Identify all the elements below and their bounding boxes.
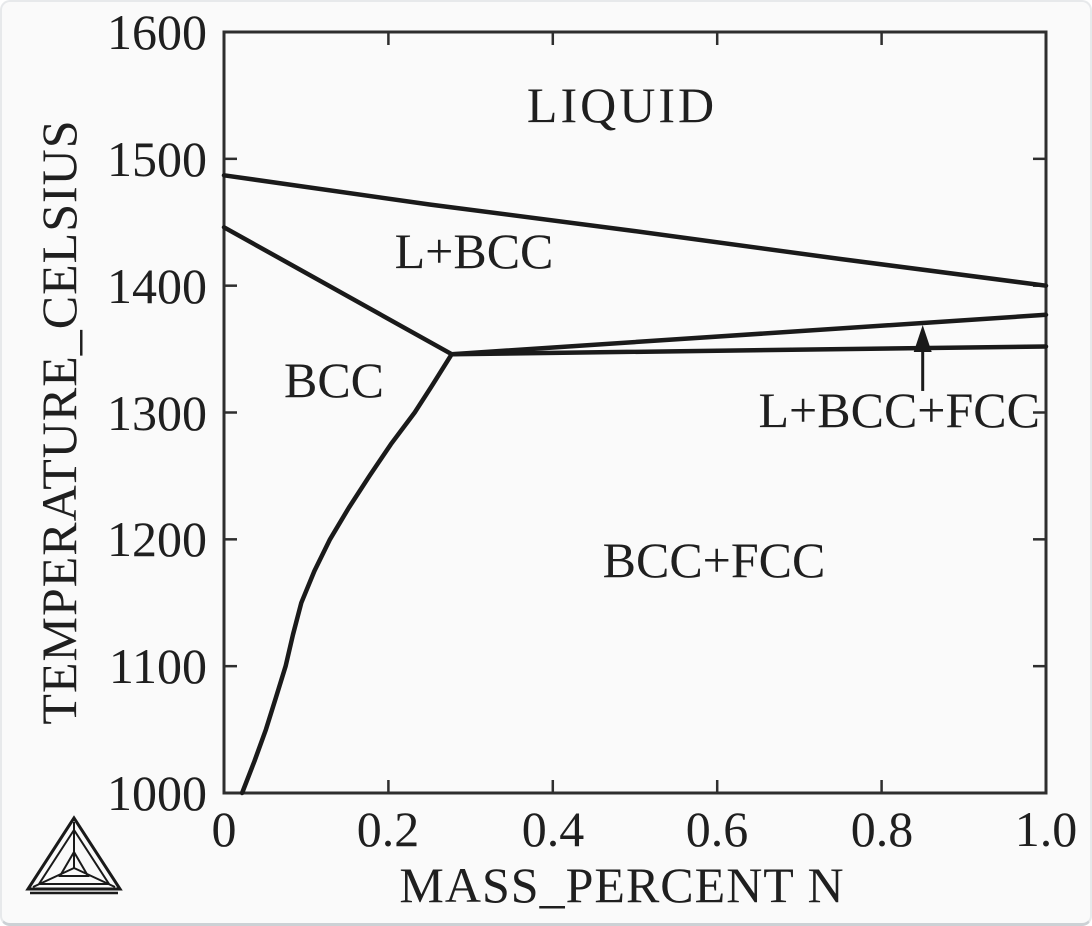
boundary-bcc-solidus	[221, 225, 454, 357]
thermocalc-logo-icon	[25, 815, 123, 895]
x-axis-title: MASS_PERCENT N	[399, 857, 845, 913]
region-label-bcc: BCC	[283, 352, 385, 408]
boundary-bcc-fcc-solvus	[239, 351, 454, 796]
x-tick-label: 0	[211, 801, 237, 857]
y-tick-label: 1000	[107, 765, 207, 821]
y-tick-label: 1400	[107, 258, 207, 314]
y-tick-label: 1300	[107, 385, 207, 441]
y-tick-label: 1600	[107, 4, 207, 60]
boundary-l-bcc-fcc-lower-boundary	[449, 344, 1049, 357]
y-tick-label: 1200	[107, 511, 207, 567]
boundary-liquidus	[221, 173, 1049, 288]
y-tick-label: 1100	[108, 638, 207, 694]
annotation-arrow	[913, 324, 932, 391]
region-label-l-bcc: L+BCC	[394, 223, 554, 279]
x-tick-label: 1.0	[1014, 801, 1078, 857]
x-tick-label: 0.6	[685, 801, 749, 857]
x-tick-label: 0.2	[356, 801, 420, 857]
y-tick-label: 1500	[107, 131, 207, 187]
axis-ticks	[222, 30, 1048, 795]
y-axis-title: TEMPERATURE_CELSIUS	[31, 119, 87, 725]
x-tick-label: 0.4	[521, 801, 585, 857]
x-tick-label: 0.8	[850, 801, 914, 857]
region-label-l-bcc-fcc: L+BCC+FCC	[758, 382, 1041, 438]
region-label-liquid: LIQUID	[526, 77, 718, 133]
region-label-bcc-fcc: BCC+FCC	[602, 532, 826, 588]
phase-boundaries	[221, 173, 1049, 796]
boundary-l-bcc-fcc-upper-boundary	[449, 312, 1049, 357]
